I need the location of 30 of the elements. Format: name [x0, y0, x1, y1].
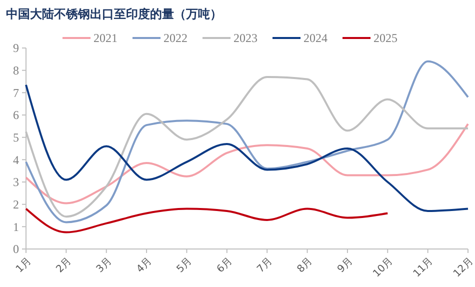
x-tick-label: 1月	[14, 256, 34, 276]
y-tick-label: 8	[13, 64, 19, 78]
chart-title: 中国大陆不锈钢出口至印度的量（万吨）	[6, 7, 222, 21]
x-tick-label: 10月	[371, 256, 396, 280]
x-tick-label: 4月	[134, 256, 154, 276]
y-tick-label: 4	[13, 152, 19, 167]
x-tick-label: 11月	[412, 256, 436, 280]
y-tick-label: 3	[13, 175, 19, 190]
line-series	[25, 208, 389, 234]
y-tick-label: 0	[13, 242, 19, 256]
legend-label: 2025	[374, 31, 398, 46]
x-tick-label: 12月	[452, 256, 475, 280]
x-tick-label: 9月	[336, 256, 356, 276]
x-tick-label: 7月	[255, 256, 275, 276]
x-tick-label: 6月	[215, 256, 235, 276]
x-tick-label: 3月	[94, 256, 114, 276]
y-tick-label: 5	[13, 130, 19, 145]
y-tick-label: 9	[13, 41, 19, 56]
y-tick-label: 2	[13, 198, 19, 212]
legend-label: 2023	[234, 31, 258, 46]
legend-label: 2021	[94, 31, 118, 46]
line-series	[25, 122, 469, 204]
x-tick-label: 5月	[174, 256, 194, 276]
legend-label: 2024	[304, 31, 328, 46]
x-tick-label: 2月	[54, 256, 74, 276]
x-tick-label: 8月	[296, 256, 315, 276]
y-tick-label: 7	[13, 86, 19, 100]
y-tick-label: 6	[13, 108, 19, 122]
legend-label: 2022	[164, 31, 188, 46]
y-tick-label: 1	[13, 220, 19, 234]
